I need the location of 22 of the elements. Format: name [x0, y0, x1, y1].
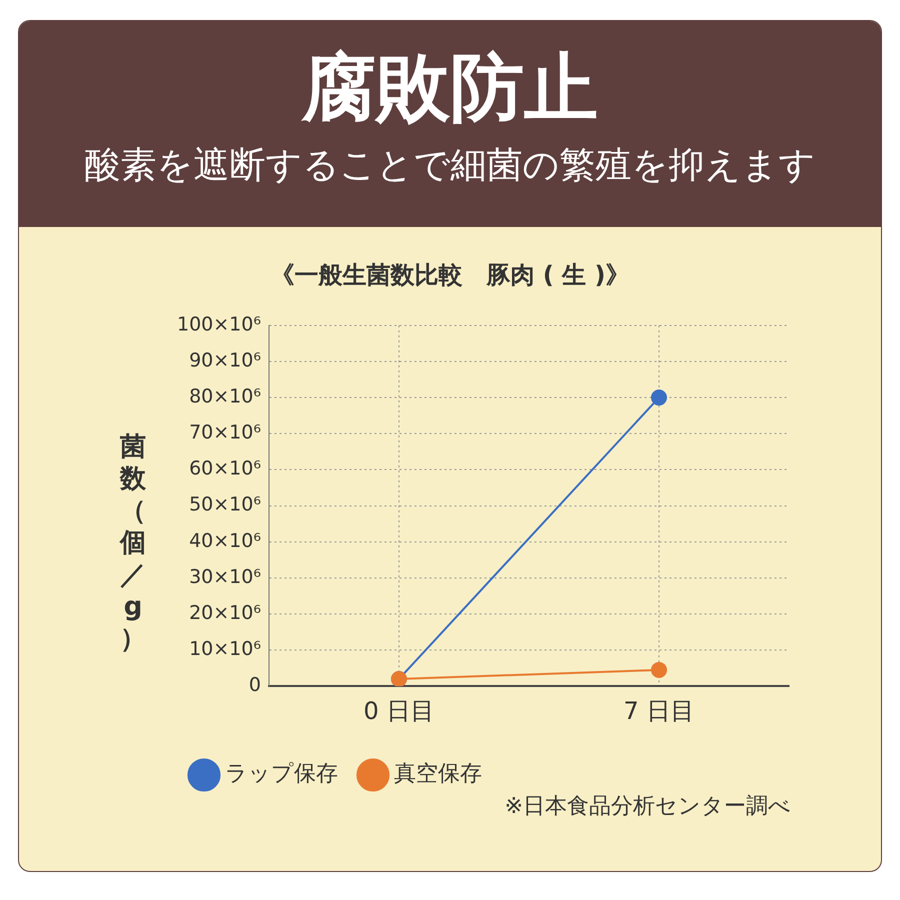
- x-tick-label: 0 日目: [364, 696, 434, 725]
- y-tick-label: 80×10⁶: [189, 385, 261, 408]
- y-tick-label: 60×10⁶: [189, 458, 261, 480]
- point: [650, 390, 667, 406]
- text: ※日本食品分析センター調べ: [504, 793, 791, 821]
- x-tick-label: 7 日目: [624, 696, 694, 725]
- y-tick-label: 90×10⁶: [189, 349, 261, 372]
- text: 《一般生菌数比較 豚肉 ( 生 )》: [269, 260, 630, 291]
- y-tick-label: 20×10⁶: [189, 602, 261, 624]
- y-tick-label: 50×10⁶: [189, 494, 261, 516]
- chart-title: 腐敗防止: [300, 44, 599, 133]
- chart-subtitle: 酸素を遮断することで細菌の繁殖を抑えます: [84, 144, 816, 188]
- y-tick-label: 30×10⁶: [189, 566, 261, 588]
- y-tick-label: 100×10⁶: [176, 313, 261, 336]
- point: [650, 662, 667, 678]
- y-tick-label: 0: [248, 674, 261, 696]
- y-tick-label: 40×10⁶: [189, 530, 261, 552]
- y-tick-label: 70×10⁶: [189, 422, 261, 444]
- y-axis-title: 菌数（個／g）: [118, 431, 147, 655]
- legend-label: ラップ保存: [225, 762, 338, 787]
- legend-label: 真空保存: [394, 762, 482, 787]
- y-tick-label: 10×10⁶: [189, 638, 261, 660]
